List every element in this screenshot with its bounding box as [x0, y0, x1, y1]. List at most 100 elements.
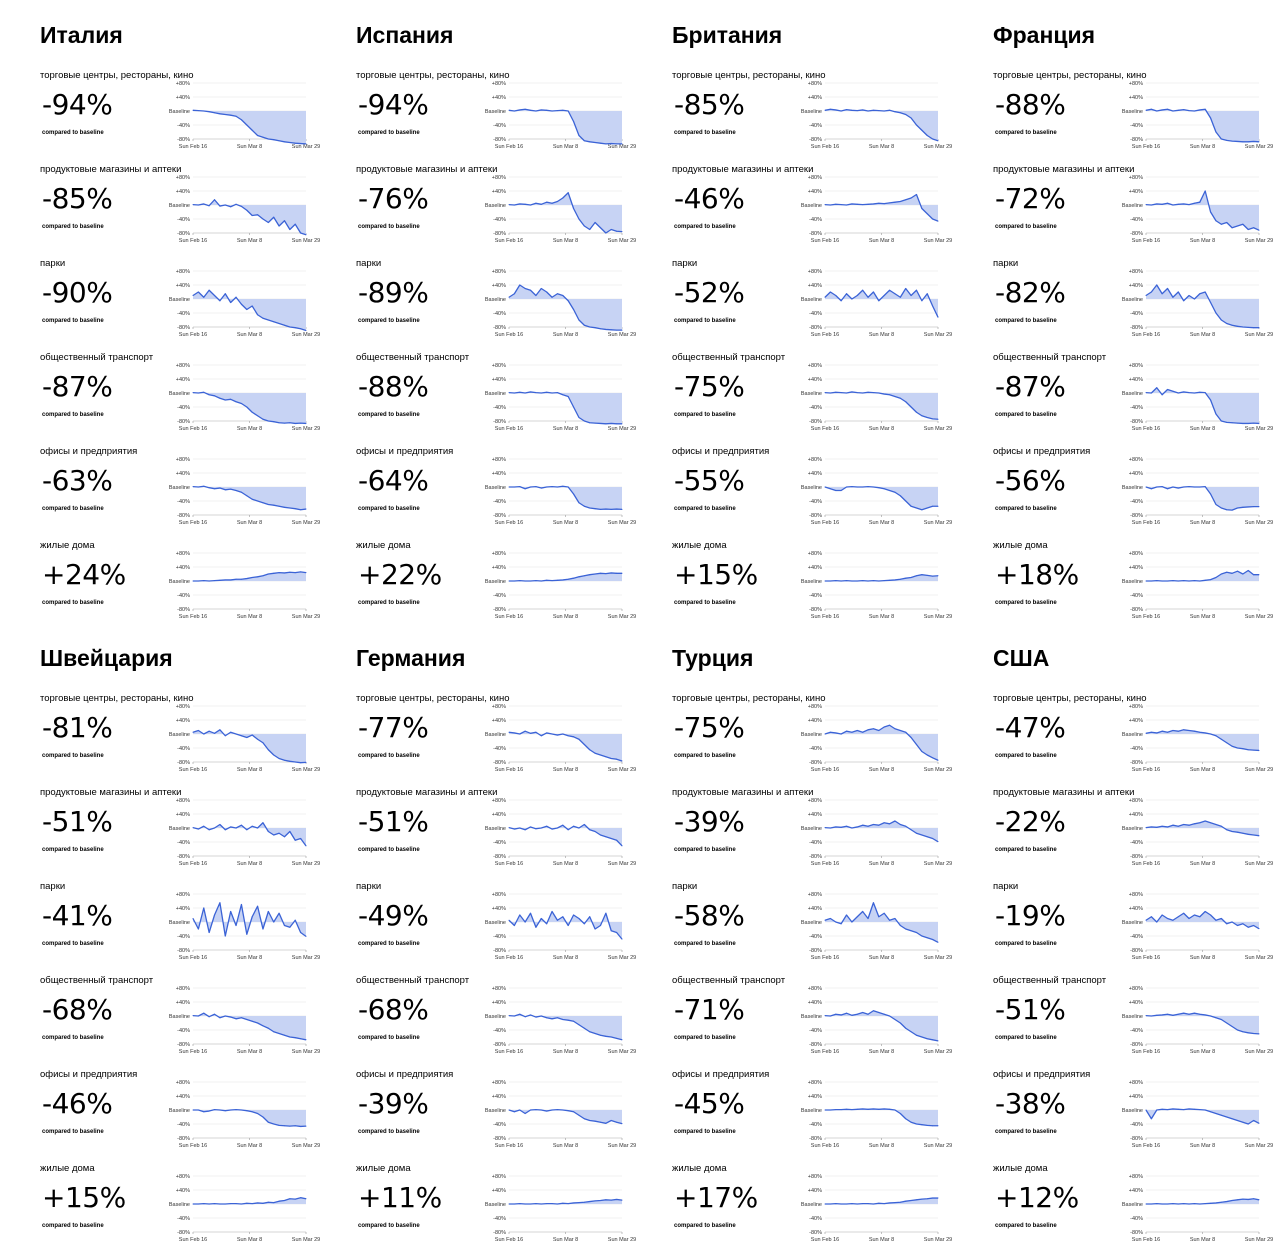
data-point: [915, 194, 917, 195]
x-tick-label: Sun Mar 8: [1190, 144, 1215, 150]
data-point: [535, 580, 537, 582]
data-point: [840, 1014, 842, 1016]
data-point: [1204, 190, 1206, 192]
data-point: [305, 330, 307, 331]
compared-label: compared to baseline: [995, 224, 1057, 230]
y-tick-label: -80%: [809, 760, 822, 766]
x-tick-label: Sun Mar 29: [1245, 520, 1273, 526]
series-line: [508, 823, 623, 847]
metric-category: продуктовые магазины и аптеки: [672, 164, 814, 175]
y-tick-label: -80%: [177, 513, 190, 519]
data-point: [926, 213, 928, 215]
data-point: [889, 109, 891, 111]
data-point: [883, 295, 885, 296]
data-point: [556, 110, 558, 112]
x-tick-label: Sun Mar 8: [553, 520, 578, 526]
data-point: [894, 918, 896, 919]
x-tick-label: Sun Mar 8: [869, 520, 894, 526]
y-tick-label: +80%: [1129, 81, 1143, 87]
y-tick-label: +40%: [492, 718, 506, 724]
series-line: [509, 485, 623, 511]
y-tick-label: -80%: [1130, 1042, 1143, 1048]
data-point: [224, 204, 226, 206]
data-point: [1199, 1013, 1201, 1015]
compared-label: compared to baseline: [995, 1129, 1057, 1135]
compared-label: compared to baseline: [995, 130, 1057, 136]
y-tick-label: -80%: [177, 854, 190, 860]
y-tick-label: -80%: [493, 948, 506, 954]
data-point: [519, 733, 521, 735]
data-point: [1204, 392, 1206, 394]
data-point: [289, 422, 291, 424]
data-point: [1236, 1199, 1238, 1201]
data-point: [1236, 570, 1238, 572]
data-point: [872, 486, 874, 488]
y-tick-label: Baseline: [1122, 485, 1143, 491]
data-point: [621, 845, 623, 847]
data-point: [1210, 733, 1212, 735]
compared-label: compared to baseline: [995, 941, 1057, 947]
y-tick-label: -80%: [177, 1042, 190, 1048]
x-tick-label: Sun Mar 8: [1190, 520, 1215, 526]
data-point: [257, 1202, 259, 1204]
data-point: [910, 829, 912, 831]
data-point: [551, 202, 553, 204]
deviation-area: [1146, 911, 1259, 929]
y-tick-label: Baseline: [1122, 920, 1143, 926]
data-point: [883, 580, 885, 582]
y-tick-label: -40%: [493, 840, 506, 846]
sparkline-chart: +80%+40%Baseline-40%-80%Sun Feb 16 Sun Ma…: [1122, 798, 1273, 867]
data-point: [829, 918, 831, 919]
y-tick-label: -80%: [809, 513, 822, 519]
data-point: [578, 827, 580, 829]
data-point: [1156, 387, 1158, 389]
data-point: [583, 575, 585, 577]
y-tick-label: Baseline: [485, 109, 506, 115]
y-tick-label: Baseline: [485, 826, 506, 832]
data-point: [610, 572, 612, 574]
y-tick-label: +80%: [492, 551, 506, 557]
metric-value: -88%: [995, 88, 1066, 121]
y-tick-label: -40%: [177, 746, 190, 752]
data-point: [214, 488, 216, 490]
country-panel: Испания торговые центры, рестораны, кино -…: [356, 22, 666, 634]
data-point: [1177, 291, 1179, 293]
data-point: [530, 1014, 532, 1016]
deviation-area: [509, 391, 622, 424]
data-point: [921, 300, 923, 302]
data-point: [573, 736, 575, 738]
data-point: [251, 498, 253, 500]
metric-value: -45%: [674, 1087, 745, 1120]
series-line: [1145, 1012, 1260, 1035]
data-point: [551, 296, 553, 298]
metric-card: офисы и предприятия -56% compared to basel…: [993, 446, 1280, 539]
sparkline-chart: +80%+40%Baseline-40%-80%Sun Feb 16 Sun Ma…: [1122, 363, 1273, 432]
data-point: [556, 201, 558, 202]
data-point: [556, 579, 558, 581]
data-point: [1188, 1013, 1190, 1015]
series-line: [1145, 910, 1260, 930]
data-point: [1188, 392, 1190, 394]
deviation-area: [825, 1108, 938, 1126]
data-point: [197, 392, 199, 394]
data-point: [621, 760, 623, 762]
data-point: [1231, 921, 1233, 923]
data-point: [583, 824, 585, 825]
x-tick-label: Sun Mar 29: [924, 1143, 952, 1149]
x-tick-label: Sun Feb 16: [1132, 1143, 1160, 1149]
data-point: [856, 1108, 858, 1110]
data-point: [1210, 1015, 1212, 1017]
x-tick-label: Sun Feb 16: [811, 144, 839, 150]
data-point: [1231, 227, 1233, 229]
data-point: [551, 828, 553, 830]
x-tick-label: Sun Feb 16: [1132, 955, 1160, 961]
series-line: [509, 1198, 623, 1205]
data-point: [257, 827, 259, 829]
data-point: [294, 1198, 296, 1200]
data-point: [556, 486, 558, 488]
data-point: [251, 1203, 253, 1205]
data-point: [1183, 300, 1185, 302]
deviation-area: [825, 574, 938, 581]
data-point: [889, 579, 891, 581]
metric-card: жилые дома +15% compared to baseline +80% +4…: [40, 1163, 350, 1256]
